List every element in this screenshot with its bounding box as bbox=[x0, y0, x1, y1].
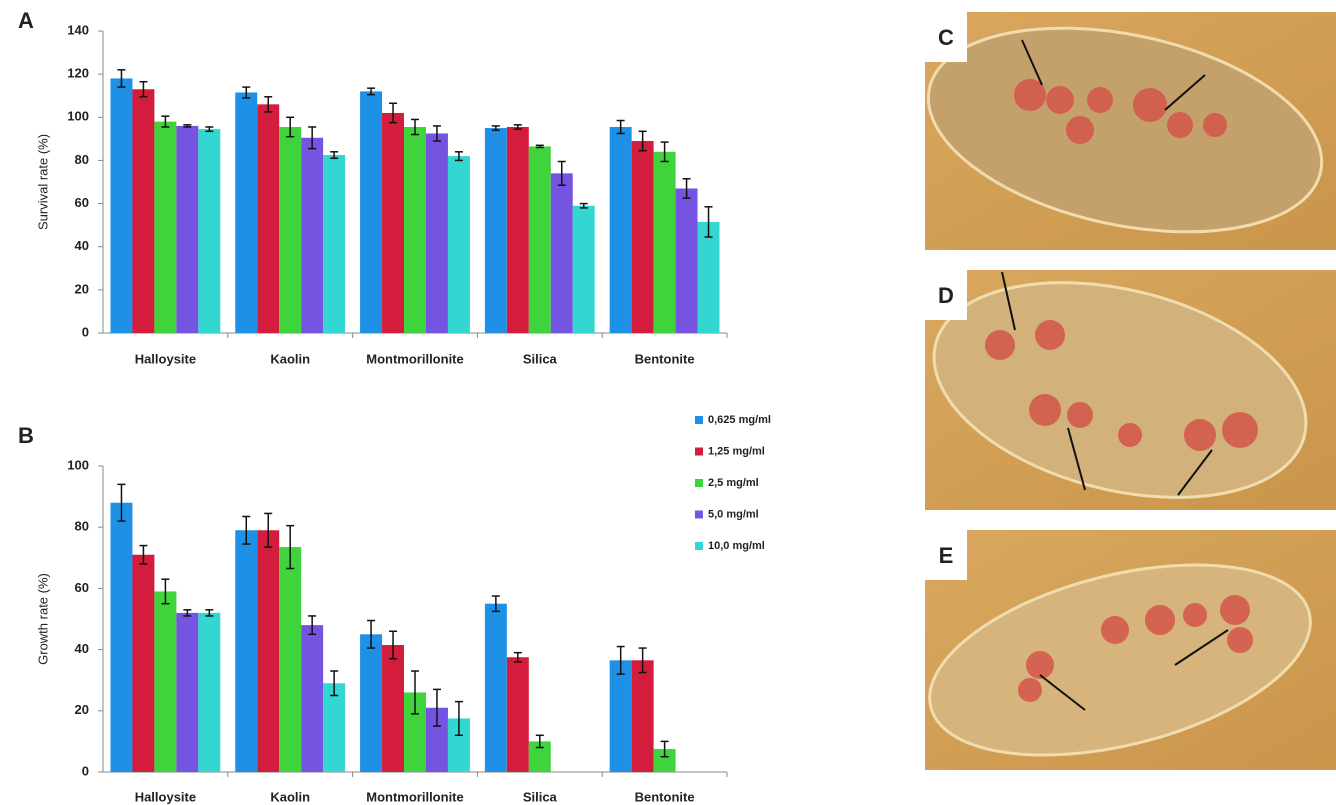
bar bbox=[154, 591, 176, 772]
y-tick-label: 140 bbox=[67, 22, 89, 37]
bar bbox=[573, 206, 595, 333]
bar bbox=[198, 613, 220, 772]
bar bbox=[176, 126, 198, 333]
y-tick-label: 0 bbox=[82, 763, 89, 778]
legend-swatch bbox=[695, 511, 703, 519]
bar bbox=[279, 547, 301, 772]
bar bbox=[323, 683, 345, 772]
bar bbox=[154, 122, 176, 333]
bar bbox=[698, 222, 720, 333]
bar bbox=[610, 127, 632, 333]
bar bbox=[551, 173, 573, 333]
panel-label: B bbox=[18, 423, 34, 448]
bar bbox=[632, 141, 654, 333]
y-tick-label: 60 bbox=[75, 195, 89, 210]
bar bbox=[404, 127, 426, 333]
legend-label: 1,25 mg/ml bbox=[708, 445, 765, 457]
bar bbox=[610, 660, 632, 772]
legend-label: 5,0 mg/ml bbox=[708, 508, 759, 520]
bar bbox=[301, 138, 323, 333]
error-bar bbox=[536, 145, 544, 147]
bar bbox=[382, 113, 404, 333]
y-tick-label: 120 bbox=[67, 66, 89, 81]
y-tick-label: 100 bbox=[67, 457, 89, 472]
x-tick-label: Halloysite bbox=[135, 351, 196, 366]
bar bbox=[654, 152, 676, 333]
y-tick-label: 40 bbox=[75, 641, 89, 656]
micrographs bbox=[910, 0, 1336, 790]
y-tick-label: 20 bbox=[75, 281, 89, 296]
bar bbox=[448, 156, 470, 333]
y-axis-label: Survival rate (%) bbox=[35, 134, 50, 230]
y-tick-label: 20 bbox=[75, 702, 89, 717]
y-tick-label: 60 bbox=[75, 580, 89, 595]
y-tick-label: 100 bbox=[67, 109, 89, 124]
x-tick-label: Montmorillonite bbox=[366, 789, 464, 804]
bar bbox=[507, 127, 529, 333]
bar bbox=[676, 188, 698, 333]
image-label: D bbox=[938, 283, 954, 308]
figure: C D E A Survival rate (%) 0 20 40 60 80 100 120 140 H… bbox=[0, 0, 1336, 805]
bar bbox=[507, 657, 529, 772]
bar bbox=[132, 555, 154, 772]
bar bbox=[485, 128, 507, 333]
bar bbox=[529, 146, 551, 333]
bar bbox=[426, 133, 448, 333]
y-tick-label: 40 bbox=[75, 238, 89, 253]
x-tick-label: Silica bbox=[523, 789, 558, 804]
legend-label: 0,625 mg/ml bbox=[708, 414, 771, 426]
x-tick-label: Montmorillonite bbox=[366, 351, 464, 366]
x-tick-label: Bentonite bbox=[635, 789, 695, 804]
bar bbox=[176, 613, 198, 772]
x-tick-label: Kaolin bbox=[270, 789, 310, 804]
bar bbox=[360, 634, 382, 772]
legend-swatch bbox=[695, 448, 703, 456]
panel-label: A bbox=[18, 8, 34, 33]
legend-swatch bbox=[695, 542, 703, 550]
y-tick-label: 0 bbox=[82, 324, 89, 339]
bar bbox=[382, 645, 404, 772]
bar bbox=[198, 129, 220, 333]
bar bbox=[110, 78, 132, 333]
x-tick-label: Bentonite bbox=[635, 351, 695, 366]
bar bbox=[360, 91, 382, 333]
legend-swatch bbox=[695, 416, 703, 424]
legend-label: 10,0 mg/ml bbox=[708, 540, 765, 552]
y-axis-label: Growth rate (%) bbox=[35, 573, 50, 665]
x-tick-label: Kaolin bbox=[270, 351, 310, 366]
bar bbox=[132, 89, 154, 333]
bar bbox=[257, 104, 279, 333]
bar bbox=[323, 155, 345, 333]
image-label: C bbox=[938, 25, 954, 50]
bar bbox=[632, 660, 654, 772]
bar bbox=[235, 92, 257, 333]
y-tick-label: 80 bbox=[75, 519, 89, 534]
legend-swatch bbox=[695, 479, 703, 487]
bar bbox=[279, 127, 301, 333]
legend-label: 2,5 mg/ml bbox=[708, 477, 759, 489]
bar bbox=[257, 530, 279, 772]
image-label: E bbox=[939, 543, 954, 568]
bar bbox=[110, 503, 132, 772]
x-tick-label: Silica bbox=[523, 351, 558, 366]
bar bbox=[485, 604, 507, 772]
x-tick-label: Halloysite bbox=[135, 789, 196, 804]
bar bbox=[301, 625, 323, 772]
bar bbox=[235, 530, 257, 772]
y-tick-label: 80 bbox=[75, 152, 89, 167]
